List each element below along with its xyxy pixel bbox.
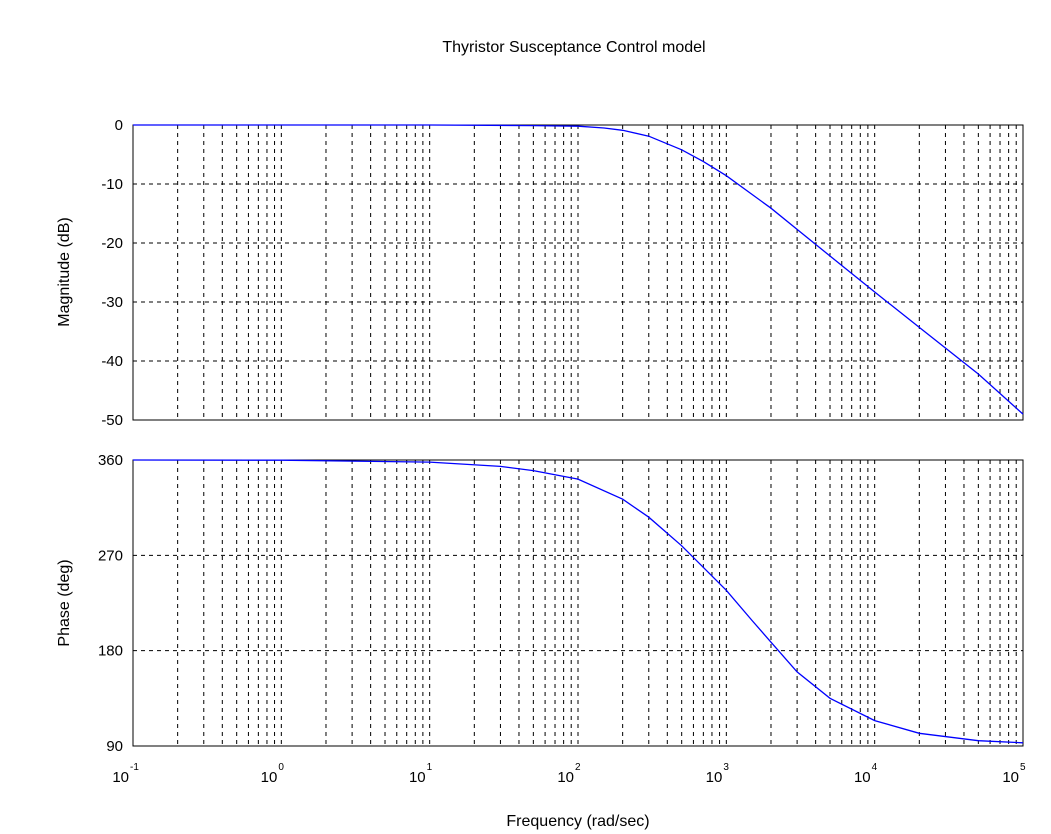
x-tick-exponent: 2 <box>575 762 581 773</box>
magnitude-axes-frame <box>132 124 1024 421</box>
mag-y-tick-label: -20 <box>101 235 123 252</box>
phase-y-tick-label: 180 <box>98 643 123 660</box>
phase-y-axis-label: Phase (deg) <box>56 559 73 646</box>
mag-y-tick-label: -10 <box>101 176 123 193</box>
x-tick-base: 10 <box>112 769 129 786</box>
x-tick-label: 103 <box>706 762 730 786</box>
magnitude-series-line <box>133 124 1024 415</box>
phase-axes-frame <box>132 459 1024 747</box>
phase-y-tick-label: 360 <box>98 452 123 469</box>
x-tick-label: 100 <box>261 762 285 786</box>
mag-y-tick-label: -30 <box>101 294 123 311</box>
x-tick-base: 10 <box>854 769 871 786</box>
phase-y-ticks: 360 270 180 90 <box>98 452 123 755</box>
magnitude-grid <box>133 125 1023 420</box>
phase-y-tick-label: 90 <box>106 738 123 755</box>
x-tick-base: 10 <box>557 769 574 786</box>
phase-series-line <box>132 459 1024 744</box>
x-tick-label: 105 <box>1002 762 1026 786</box>
x-tick-base: 10 <box>261 769 278 786</box>
magnitude-y-ticks: 0 -10 -20 -30 -40 -50 <box>101 117 123 429</box>
x-tick-label: 10-1 <box>112 762 139 786</box>
x-tick-exponent: -1 <box>130 762 139 773</box>
phase-grid <box>133 460 1023 746</box>
mag-y-tick-label: 0 <box>115 117 123 134</box>
phase-panel: 360 270 180 90 Phase (deg) <box>56 452 1024 755</box>
x-tick-base: 10 <box>1002 769 1019 786</box>
magnitude-y-axis-label: Magnitude (dB) <box>56 217 73 326</box>
x-tick-label: 101 <box>409 762 433 786</box>
mag-y-tick-label: -50 <box>101 412 123 429</box>
x-tick-exponent: 4 <box>872 762 878 773</box>
mag-y-tick-label: -40 <box>101 353 123 370</box>
x-tick-exponent: 1 <box>427 762 433 773</box>
x-tick-label: 104 <box>854 762 878 786</box>
x-tick-exponent: 5 <box>1020 762 1026 773</box>
x-tick-exponent: 3 <box>723 762 729 773</box>
chart-title: Thyristor Susceptance Control model <box>442 39 705 56</box>
x-axis-label: Frequency (rad/sec) <box>506 813 649 830</box>
x-tick-label: 102 <box>557 762 581 786</box>
magnitude-panel: 0 -10 -20 -30 -40 -50 Magnitude (dB) <box>56 117 1024 429</box>
x-tick-base: 10 <box>409 769 426 786</box>
x-tick-base: 10 <box>706 769 723 786</box>
phase-y-tick-label: 270 <box>98 547 123 564</box>
x-tick-exponent: 0 <box>278 762 284 773</box>
